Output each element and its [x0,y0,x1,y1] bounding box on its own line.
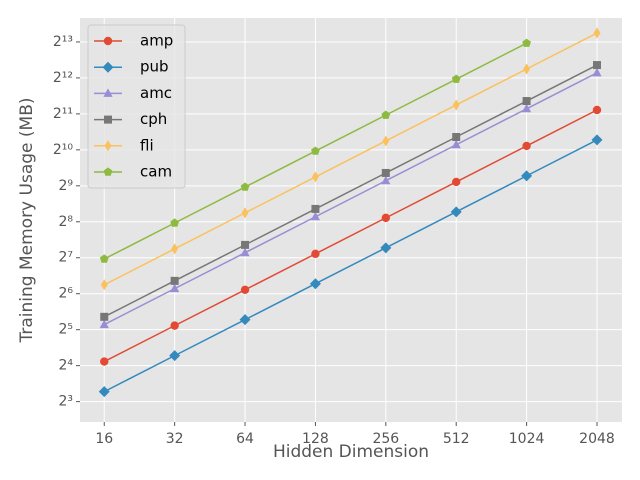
marker [103,167,113,176]
x-tick-label: 128 [302,431,329,447]
legend-label: amc [140,84,172,102]
marker [241,207,249,219]
y-tick-label: 2⁶ [58,286,73,302]
grid: 16 32 64 128 256 512 1024 2048 2³ 2⁴ 2⁵ 2⁶ 2⁷ 2⁸ 2⁹ 2¹⁰… [53,18,622,447]
series [100,27,601,291]
lines [98,27,603,398]
marker [99,254,109,263]
line [103,109,598,363]
marker [240,247,250,257]
marker [102,61,114,73]
marker [239,314,251,326]
marker [169,350,181,362]
marker [170,218,180,227]
y-tick-label: 2⁹ [58,178,73,194]
y-tick-label: 2¹¹ [53,106,73,122]
marker [522,141,531,151]
legend-label: fli [140,136,154,154]
y-tick-label: 2¹⁰ [53,142,74,158]
y-tick-label: 2⁴ [58,358,73,374]
marker [522,38,531,47]
marker [98,386,110,398]
series [99,38,531,263]
marker [103,88,113,97]
marker [380,242,392,254]
x-tick-label: 512 [443,431,470,447]
marker [311,146,320,155]
marker [170,283,180,293]
marker [381,213,391,223]
y-tick-label: 2⁵ [58,322,73,338]
series [100,61,601,321]
marker [381,110,391,119]
marker [311,249,320,259]
x-tick-label: 1024 [509,431,545,447]
legend-label: pub [140,58,169,76]
legend-label: cph [140,110,167,128]
marker [310,211,321,221]
x-tick-label: 256 [372,431,399,447]
marker [99,319,109,329]
marker [309,278,321,290]
marker [100,279,108,291]
marker [451,74,461,83]
marker [311,171,319,183]
marker [103,36,113,46]
y-tick-label: 2¹² [53,70,73,86]
marker [104,115,112,124]
marker [381,168,390,177]
marker [521,170,533,182]
marker [450,206,462,218]
marker [100,357,109,366]
marker [452,177,461,187]
line [103,64,598,318]
x-tick-label: 64 [236,431,254,447]
marker [523,63,531,75]
legend: amp pub amc cph fli cam [87,24,186,189]
x-axis-label: Hidden Dimension [273,442,429,462]
marker [592,105,602,115]
marker [452,132,461,141]
marker [451,139,461,149]
y-axis-label: Training Memory Usage (MB) [17,98,37,344]
marker [593,27,601,39]
marker [240,285,250,295]
y-tick-label: 2¹³ [53,34,73,50]
marker [171,243,179,255]
y-tick-label: 2⁸ [58,214,73,230]
marker [452,99,460,111]
marker [104,140,112,152]
marker [381,175,391,185]
marker [170,321,179,330]
marker [592,67,602,77]
marker [240,182,250,191]
x-tick-label: 2048 [579,431,615,447]
series [99,67,602,329]
line [103,32,598,286]
line [103,139,598,393]
marker [382,135,390,147]
legend-label: amp [140,32,173,50]
y-tick-label: 2⁷ [58,250,73,266]
legend-box [87,24,186,189]
marker [592,61,601,70]
marker [522,97,531,106]
x-tick-label: 16 [95,431,113,447]
line [103,72,598,326]
marker [241,240,250,249]
y-tick-label: 2³ [58,394,73,410]
series [98,134,603,398]
marker [521,103,532,113]
marker [311,204,320,213]
legend-label: cam [140,163,172,181]
series [100,105,602,366]
marker [170,276,179,285]
marker [591,134,603,146]
marker [100,312,109,321]
x-tick-label: 32 [166,431,184,447]
